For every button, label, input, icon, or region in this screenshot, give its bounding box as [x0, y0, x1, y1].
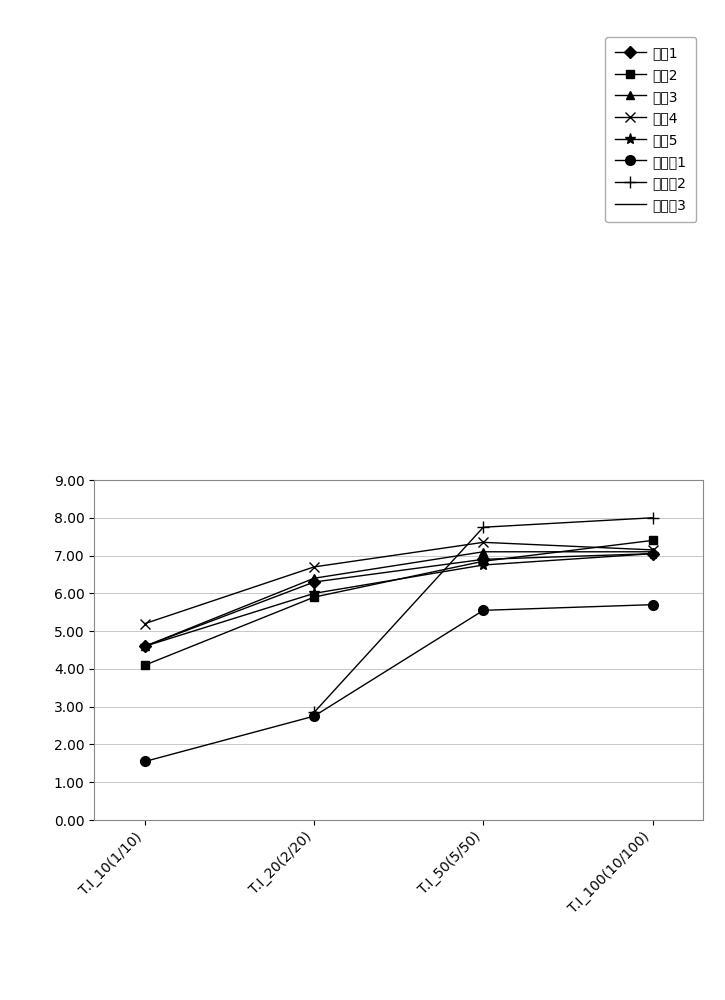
Line: 实例1: 实例1 [141, 550, 657, 650]
Line: 实例4: 实例4 [140, 537, 658, 628]
比较例2 [310, 706, 318, 718]
实例4 [141, 618, 149, 630]
实例4 [310, 561, 318, 573]
实例5 [141, 640, 149, 652]
实例5 [648, 548, 657, 560]
实例2 [479, 555, 488, 567]
实例3 [479, 546, 488, 558]
实例3 [310, 572, 318, 584]
Line: 比较例1: 比较例1 [140, 600, 658, 766]
比较例2 [648, 512, 657, 524]
Line: 实例2: 实例2 [141, 536, 657, 669]
Line: 实例3: 实例3 [141, 548, 657, 650]
实例2 [141, 659, 149, 671]
比较例1 [648, 599, 657, 611]
实例3 [648, 546, 657, 558]
实例4 [479, 536, 488, 548]
实例1 [648, 548, 657, 560]
实例2 [648, 534, 657, 546]
比较例1 [310, 710, 318, 722]
实例2 [310, 591, 318, 603]
实例1 [141, 640, 149, 652]
Line: 比较例2: 比较例2 [309, 512, 658, 718]
比较例1 [141, 755, 149, 767]
实例5 [479, 559, 488, 571]
实例1 [479, 553, 488, 565]
比较例2 [479, 521, 488, 533]
实例4 [648, 544, 657, 556]
Line: 实例5: 实例5 [139, 548, 658, 652]
比较例1 [479, 604, 488, 616]
实例5 [310, 587, 318, 599]
Legend: 实例1, 实例2, 实例3, 实例4, 实例5, 比较例1, 比较例2, 比较例3: 实例1, 实例2, 实例3, 实例4, 实例5, 比较例1, 比较例2, 比较例… [605, 37, 696, 222]
实例1 [310, 576, 318, 588]
实例3 [141, 640, 149, 652]
